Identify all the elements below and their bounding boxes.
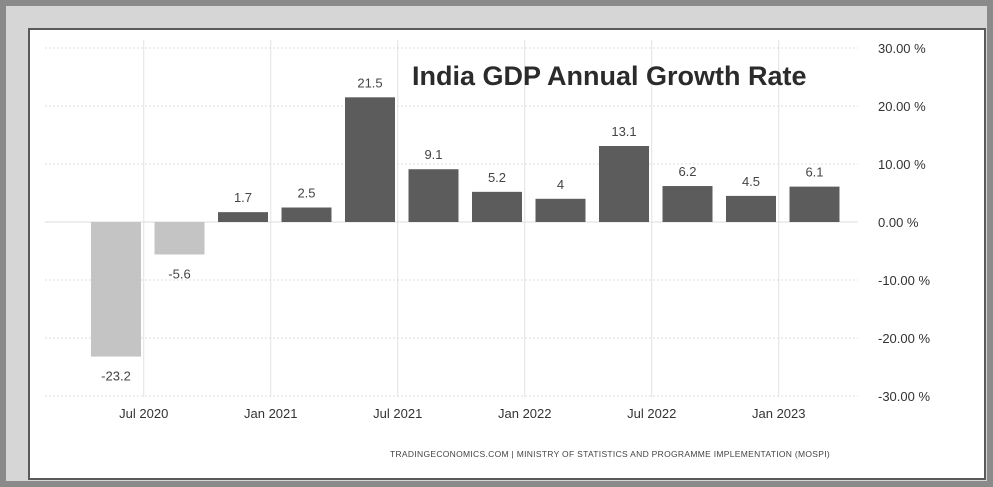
- data-label: 9.1: [424, 147, 442, 162]
- x-tick-label: Jan 2022: [498, 406, 552, 421]
- chart-title: India GDP Annual Growth Rate: [412, 61, 807, 91]
- bar: [345, 97, 395, 222]
- x-tick-label: Jul 2021: [373, 406, 422, 421]
- data-label: 4: [557, 177, 564, 192]
- bar: [281, 207, 332, 222]
- bar: [472, 191, 522, 222]
- data-label: -5.6: [168, 266, 190, 281]
- data-label: 1.7: [234, 190, 252, 205]
- data-label: 13.1: [611, 124, 636, 139]
- data-label: 6.2: [678, 164, 696, 179]
- y-axis-ticks: 30.00 % 20.00 % 10.00 % 0.00 % -10.00 % -20.0…: [878, 41, 930, 404]
- bar: [726, 195, 776, 222]
- data-label: 21.5: [357, 75, 382, 90]
- data-label: 2.5: [297, 186, 315, 201]
- bar: [789, 186, 840, 222]
- outer-frame: [6, 6, 987, 481]
- x-tick-label: Jan 2021: [244, 406, 298, 421]
- y-tick-label: -30.00 %: [878, 389, 930, 404]
- bar: [662, 186, 713, 222]
- bars: [91, 97, 840, 357]
- bar: [154, 222, 205, 255]
- bar: [408, 169, 459, 222]
- y-tick-label: 30.00 %: [878, 41, 926, 56]
- data-label: 4.5: [742, 174, 760, 189]
- data-labels: -23.2 -5.6 1.7 2.5 21.5 9.1 5.2 4 13.1 6.2 4.5 6.1: [101, 75, 823, 383]
- data-label: 5.2: [488, 170, 506, 185]
- x-tick-label: Jul 2022: [627, 406, 676, 421]
- bar: [535, 198, 586, 222]
- y-tick-label: -10.00 %: [878, 273, 930, 288]
- y-tick-label: 10.00 %: [878, 157, 926, 172]
- chart-source: TRADINGECONOMICS.COM | MINISTRY OF STATI…: [390, 449, 830, 459]
- y-tick-label: -20.00 %: [878, 331, 930, 346]
- data-label: -23.2: [101, 369, 131, 384]
- y-tick-label: 0.00 %: [878, 215, 919, 230]
- x-axis-ticks: Jul 2020 Jan 2021 Jul 2021 Jan 2022 Jul 2022…: [119, 406, 805, 421]
- y-tick-label: 20.00 %: [878, 99, 926, 114]
- x-tick-label: Jan 2023: [752, 406, 806, 421]
- data-label: 6.1: [805, 165, 823, 180]
- x-tick-label: Jul 2020: [119, 406, 168, 421]
- bar: [91, 222, 141, 357]
- bar: [218, 212, 268, 222]
- bar: [599, 146, 649, 222]
